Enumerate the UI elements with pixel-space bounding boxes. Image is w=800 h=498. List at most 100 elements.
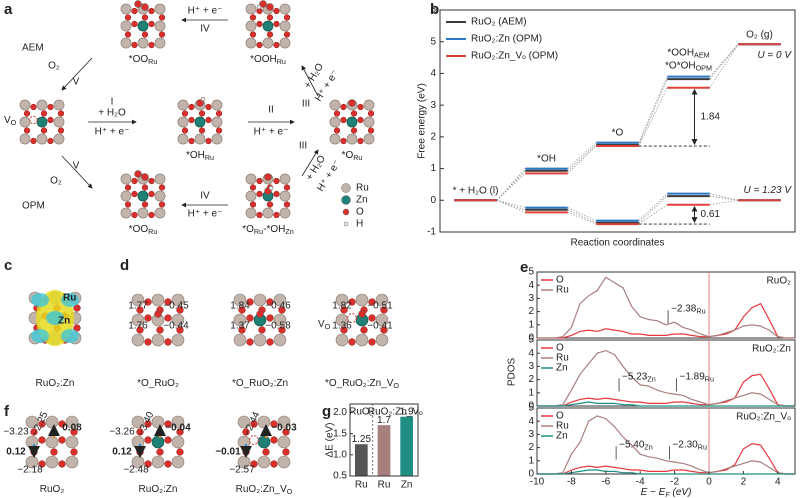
ruthenium-atom <box>171 415 185 429</box>
oxygen-atom <box>38 460 46 468</box>
ruthenium-atom <box>65 415 79 429</box>
charge-depletion <box>31 329 49 343</box>
ruthenium-atom <box>257 455 271 469</box>
oxygen-atom <box>266 14 274 21</box>
oxygen-atom <box>215 110 223 117</box>
pdos-curve <box>537 401 795 407</box>
oxygen-atom <box>250 420 258 428</box>
oxygen-atom <box>282 428 290 436</box>
ruthenium-atom <box>279 37 291 49</box>
bader-charge: −0.51 <box>367 301 393 312</box>
step-label: H⁺ + e⁻ <box>95 127 130 138</box>
oxygen-atom <box>40 110 48 117</box>
band-center-label-part: −2.30 <box>672 439 698 450</box>
legend-label: O <box>356 207 364 218</box>
oxygen-atom <box>350 110 358 117</box>
step-label-part: O₂ (g) <box>746 29 773 40</box>
state-label-part: *O <box>242 224 254 235</box>
ruthenium-atom <box>131 333 145 347</box>
step-label-part: AEM <box>694 51 710 60</box>
oxygen-atom <box>350 127 358 134</box>
ruthenium-atom <box>154 3 166 15</box>
bader-charge: 1.77 <box>128 301 148 312</box>
ruthenium-atom <box>355 293 369 307</box>
structure-caption-part: RuO₂:Zn <box>139 484 178 495</box>
oxygen-atom <box>148 41 155 49</box>
panel-letter: g <box>322 403 331 420</box>
oxygen-atom <box>266 314 274 322</box>
zinc-atom <box>137 20 149 32</box>
connector <box>496 199 526 208</box>
oxygen-atom <box>273 7 280 15</box>
charge-depletion <box>61 293 79 307</box>
ruthenium-atom <box>233 333 247 347</box>
bond-energy: −2.57 <box>229 465 255 476</box>
connector <box>496 199 526 213</box>
bader-charge: −0.58 <box>265 321 291 332</box>
step-label: *OH <box>537 153 556 164</box>
step-label-part: OPM <box>696 64 712 73</box>
bader-charge: −0.45 <box>163 301 189 312</box>
y-tick-label: 0 <box>430 195 436 206</box>
y-tick-label: 3 <box>430 100 436 111</box>
step-label: I <box>111 97 114 108</box>
oxygen-atom <box>158 184 166 191</box>
ruthenium-atom <box>19 99 31 111</box>
legend-atom <box>342 208 350 216</box>
oxygen-atom <box>340 137 347 145</box>
adsorbate-atom <box>264 173 272 181</box>
step-label-part: *OOH <box>667 47 694 58</box>
state-label-part: *OO <box>129 54 149 65</box>
step-label: O₂ (g) <box>746 29 773 40</box>
oxygen-atom <box>47 103 54 111</box>
oxygen-atom <box>348 338 356 346</box>
oxygen-atom <box>23 127 31 134</box>
oxygen-atom <box>368 338 376 346</box>
panel-letter: f <box>4 403 10 420</box>
legend-label: RuO₂ (AEM) <box>471 17 527 28</box>
ruthenium-atom <box>120 20 132 32</box>
adsorbate-atom <box>141 173 149 181</box>
oxygen-atom <box>256 211 263 219</box>
oxygen-atom <box>47 137 54 145</box>
oxygen-atom <box>357 116 364 124</box>
atom-label: Zn <box>58 316 70 327</box>
x-tick-label: -8 <box>567 477 576 488</box>
y-tick-label: 4 <box>528 348 534 359</box>
vacancy-label-part: V <box>4 115 11 126</box>
ruthenium-atom <box>171 293 185 307</box>
state-label: *OORu <box>129 54 158 66</box>
ruthenium-atom <box>245 20 257 32</box>
legend-label: RuO₂:Zn (OPM) <box>471 34 542 45</box>
x-axis-label: Reaction coordinates <box>571 238 665 249</box>
oxygen-atom <box>176 448 184 456</box>
pdos-curve <box>537 302 795 339</box>
connector <box>567 207 597 221</box>
ruthenium-atom <box>273 333 287 347</box>
oxygen-atom <box>158 14 166 21</box>
ruthenium-atom <box>211 116 223 128</box>
ruthenium-atom <box>131 313 145 327</box>
step-label: IV <box>200 24 210 35</box>
band-center-label-part: −5.40 <box>619 439 645 450</box>
y-tick-label: 3 <box>528 361 534 372</box>
oxygen-atom <box>270 436 278 444</box>
oxygen-atom <box>58 460 66 468</box>
ruthenium-atom <box>335 333 349 347</box>
oxygen-atom <box>158 201 166 208</box>
state-label-part: *OO <box>129 224 149 235</box>
oxygen-atom <box>148 177 155 185</box>
oxygen-atom <box>360 326 368 334</box>
oxygen-atom <box>38 436 46 444</box>
adsorbate-atom <box>196 99 204 107</box>
band-center-label-part: Zn <box>647 374 655 383</box>
state-label-part: *OH <box>186 150 205 161</box>
structure-caption: *O_RuO₂:Zn <box>232 378 288 389</box>
connector <box>496 168 526 201</box>
subplot-title: RuO₂:Zn <box>752 344 791 355</box>
band-center-label-part: Ru <box>705 374 714 383</box>
y-axis-label: Free energy (eV) <box>417 83 428 159</box>
ruthenium-atom <box>53 116 65 128</box>
route-label: OPM <box>22 201 45 212</box>
y-tick-label: 1 <box>528 387 534 398</box>
